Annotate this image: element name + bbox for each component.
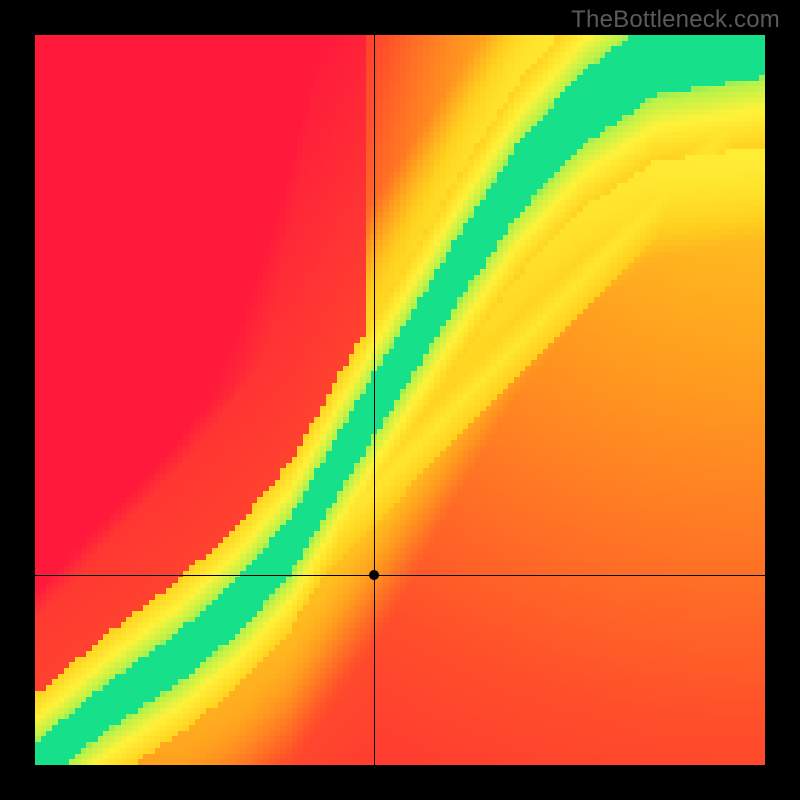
crosshair-marker-dot: [369, 570, 379, 580]
watermark-text: TheBottleneck.com: [571, 6, 780, 34]
heatmap-plot: [35, 35, 765, 765]
crosshair-horizontal: [35, 575, 765, 576]
crosshair-vertical: [374, 35, 375, 765]
heatmap-canvas: [35, 35, 765, 765]
